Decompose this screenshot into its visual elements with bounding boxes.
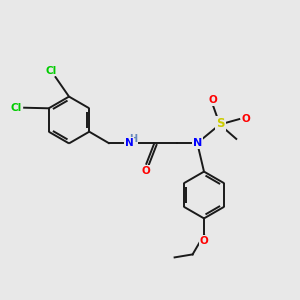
Text: O: O [209,95,218,105]
Text: Cl: Cl [10,103,21,113]
Text: S: S [216,117,225,130]
Text: Cl: Cl [45,65,57,76]
Text: O: O [242,114,250,124]
Text: O: O [200,236,208,246]
Text: N: N [193,138,202,148]
Text: H: H [129,134,137,144]
Text: O: O [142,166,150,176]
Text: N: N [125,138,134,148]
